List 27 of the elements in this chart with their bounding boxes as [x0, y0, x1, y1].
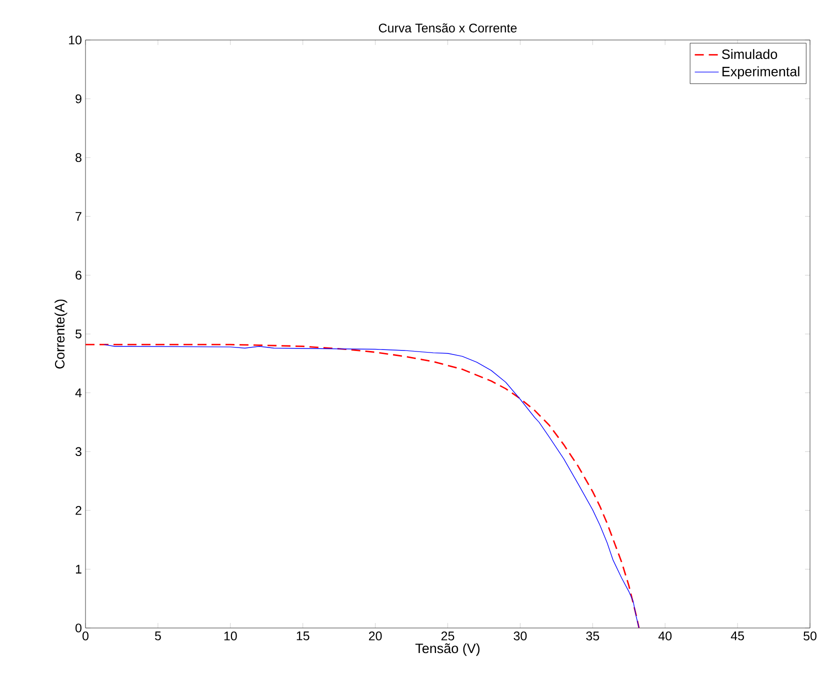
y-axis-title: Corrente(A) — [54, 300, 68, 369]
y-tick-label: 9 — [76, 94, 82, 104]
y-tick-label: 4 — [75, 388, 82, 398]
y-tick-label: 5 — [76, 330, 82, 338]
x-tick-label: 5 — [154, 632, 161, 640]
y-tick-label: 1 — [76, 564, 82, 574]
x-tick-label: 0 — [82, 632, 88, 640]
y-tick-label: 3 — [75, 447, 82, 456]
x-axis-title: Tensão (V) — [415, 643, 480, 656]
x-tick-label: 35 — [586, 632, 600, 640]
y-tick-label: 10 — [69, 36, 82, 44]
x-tick-label: 50 — [804, 632, 816, 640]
x-tick-label: 10 — [224, 632, 237, 640]
legend-label: Experimental — [722, 66, 800, 80]
y-tick-label: 0 — [76, 624, 82, 632]
x-tick-label: 45 — [730, 632, 744, 640]
y-tick-label: 7 — [76, 212, 82, 221]
x-tick-label: 40 — [658, 632, 672, 640]
chart-title: Curva Tensão x Corrente — [378, 23, 517, 32]
x-tick-label: 20 — [368, 632, 382, 640]
legend-label: Simulado — [722, 49, 778, 60]
x-tick-label: 25 — [441, 632, 454, 640]
y-tick-label: 6 — [76, 270, 82, 280]
y-tick-label: 8 — [76, 153, 82, 162]
y-tick-label: 2 — [76, 506, 82, 515]
x-tick-label: 15 — [296, 632, 310, 640]
x-tick-label: 30 — [514, 632, 527, 640]
